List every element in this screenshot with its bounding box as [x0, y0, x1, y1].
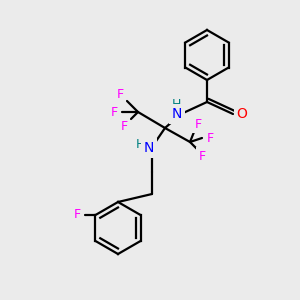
- Text: F: F: [110, 106, 118, 118]
- Text: F: F: [194, 118, 202, 130]
- Text: F: F: [198, 149, 206, 163]
- Text: H: H: [135, 137, 145, 151]
- Text: H: H: [171, 98, 181, 110]
- Text: F: F: [116, 88, 124, 100]
- Text: N: N: [172, 107, 182, 121]
- Text: F: F: [120, 119, 128, 133]
- Text: F: F: [206, 131, 214, 145]
- Text: N: N: [144, 141, 154, 155]
- Text: O: O: [237, 107, 248, 121]
- Text: F: F: [74, 208, 81, 221]
